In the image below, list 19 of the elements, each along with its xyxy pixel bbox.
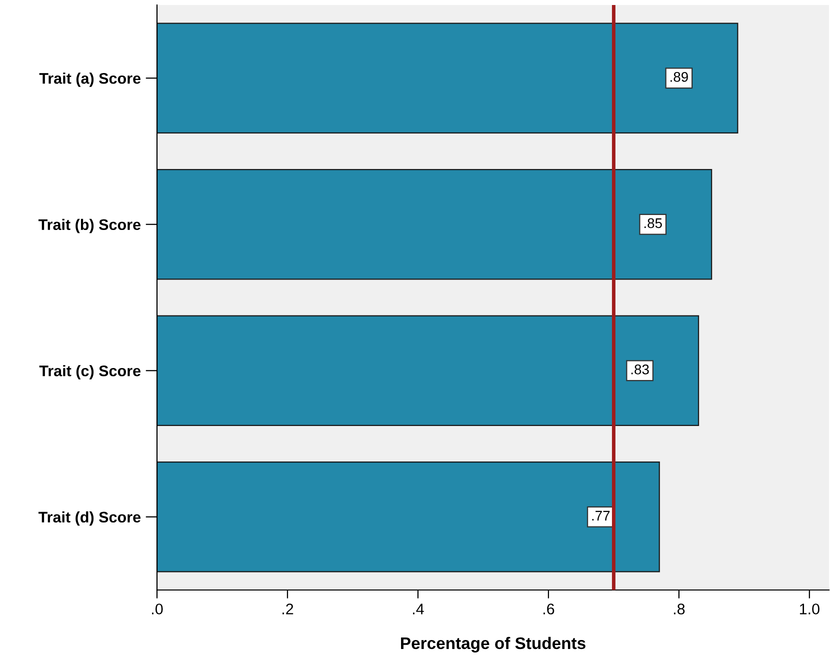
data-label: .77 [592, 510, 610, 520]
x-axis-title: Percentage of Students [401, 636, 586, 652]
bar [157, 315, 700, 426]
x-tick-label: 1.0 [800, 604, 820, 614]
x-tick-label: .8 [674, 604, 685, 614]
x-tick-label: .6 [543, 604, 554, 614]
x-tick-label: .4 [412, 604, 424, 614]
bar [157, 168, 712, 280]
data-label: .83 [631, 364, 649, 374]
y-tick-label: Trait (b) Score [38, 218, 141, 234]
data-label: .85 [644, 218, 662, 228]
x-tick-label: .0 [152, 604, 163, 614]
y-tick-label: Trait (a) Score [39, 72, 141, 87]
y-tick-label: Trait (d) Score [38, 511, 141, 526]
bar [157, 461, 660, 572]
x-tick-label: .2 [282, 604, 294, 614]
data-label: .89 [670, 72, 688, 82]
y-tick-label: Trait (c) Score [39, 365, 141, 380]
bar [157, 22, 738, 134]
